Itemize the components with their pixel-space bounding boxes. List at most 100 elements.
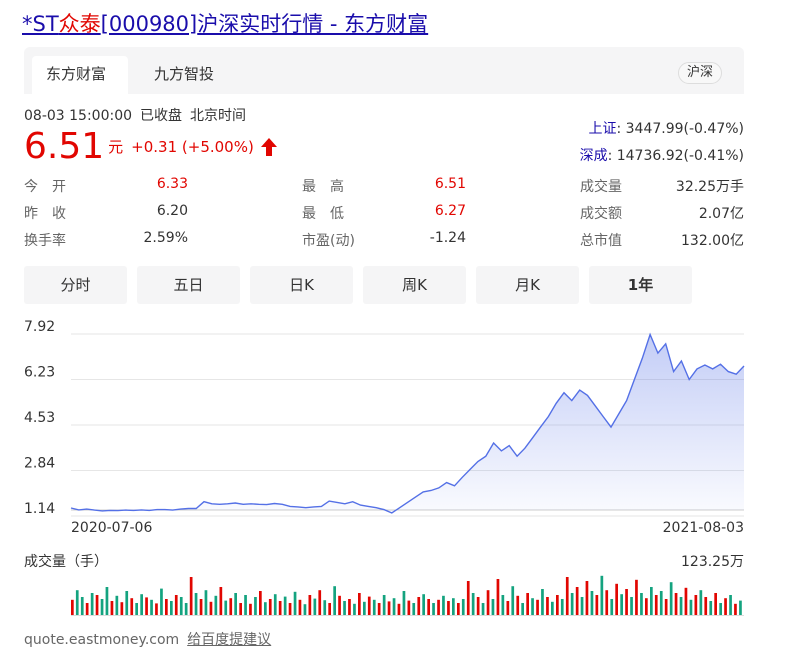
volume-bar [615, 583, 618, 615]
volume-bar [471, 593, 475, 615]
market-status: 已收盘 [140, 108, 183, 124]
volume-chart[interactable] [0, 568, 800, 618]
market-badge[interactable]: 沪深 [677, 62, 722, 84]
stat-amount: 成交额 2.07亿 [580, 203, 744, 223]
volume-bar [189, 577, 193, 615]
stat-value: 132.00亿 [681, 233, 744, 249]
stat-label: 成交额 [580, 206, 622, 222]
period-1year-button[interactable]: 1年 [589, 266, 692, 304]
volume-bar [461, 599, 465, 615]
volume-bar [160, 588, 163, 615]
volume-bar [585, 581, 589, 615]
x-axis-end-label: 2021-08-03 [663, 520, 744, 536]
volume-bar [625, 589, 628, 615]
y-tick-label: 7.92 [24, 319, 55, 335]
tab-eastmoney[interactable]: 东方财富 [32, 56, 128, 94]
period-intraday-button[interactable]: 分时 [24, 266, 127, 304]
volume-bar [531, 598, 534, 615]
stat-label: 成交量 [580, 179, 622, 195]
volume-bar [407, 600, 411, 615]
volume-bar [328, 603, 331, 615]
period-5day-button[interactable]: 五日 [137, 266, 240, 304]
volume-bar [659, 591, 663, 615]
volume-bar [506, 601, 510, 615]
price-change: +0.31 (+5.00%) [131, 137, 254, 156]
stat-label: 昨 收 [24, 206, 66, 222]
period-weekly-k-button[interactable]: 周K [363, 266, 466, 304]
volume-bar [204, 590, 208, 615]
volume-bar [620, 594, 623, 615]
volume-bar [244, 595, 247, 615]
volume-bar [679, 597, 683, 615]
price-unit: 元 [108, 138, 124, 156]
volume-bar [268, 599, 272, 615]
volume-bar [150, 599, 153, 615]
volume-bar [229, 598, 233, 615]
title-stock-code: [000980] [100, 12, 198, 36]
feedback-link[interactable]: 给百度提建议 [187, 632, 272, 648]
volume-bar [387, 601, 391, 615]
volume-bar [501, 595, 505, 615]
volume-bar [739, 600, 742, 615]
volume-bar [259, 591, 262, 615]
volume-bar [491, 599, 495, 615]
volume-bar [273, 594, 277, 615]
price-area-fill [71, 334, 744, 513]
volume-bar [358, 593, 361, 615]
volume-bar [214, 595, 218, 615]
volume-bar [605, 590, 609, 615]
volume-bar [239, 603, 242, 615]
volume-bar [372, 599, 376, 615]
volume-bar [496, 579, 500, 615]
y-tick-label: 2.84 [24, 456, 55, 472]
volume-bar [476, 597, 480, 615]
volume-bar [343, 601, 346, 615]
stat-turnover-rate: 换手率 2.59% [24, 230, 188, 250]
volume-bar [719, 603, 722, 615]
volume-bar [452, 598, 455, 615]
period-daily-k-button[interactable]: 日K [250, 266, 353, 304]
volume-bar [80, 597, 84, 615]
volume-bar [457, 603, 460, 615]
stat-label: 最 低 [302, 206, 344, 222]
volume-bar [640, 593, 643, 615]
volume-bar [511, 586, 515, 615]
period-monthly-k-button[interactable]: 月K [476, 266, 579, 304]
volume-bar [432, 603, 435, 615]
volume-bar [590, 591, 594, 615]
volume-bar [377, 603, 381, 615]
stat-value: 2.07亿 [698, 206, 744, 222]
volume-bar [125, 591, 129, 615]
index-name: 上证 [588, 121, 617, 137]
volume-bar [546, 597, 549, 615]
stat-low: 最 低 6.27 [302, 203, 466, 223]
volume-bar [610, 599, 614, 615]
index-shenzhen[interactable]: 深成: 14736.92(-0.41%) [580, 145, 744, 165]
volume-bar [734, 603, 737, 615]
up-arrow-icon [260, 137, 277, 156]
tab-jiufang[interactable]: 九方智投 [154, 65, 215, 83]
stat-label: 今 开 [24, 179, 66, 195]
volume-bar [481, 603, 485, 615]
volume-bar [541, 589, 544, 615]
volume-bar [170, 601, 173, 615]
volume-bar [298, 599, 302, 615]
volume-bar [219, 587, 223, 615]
index-shanghai[interactable]: 上证: 3447.99(-0.47%) [588, 118, 744, 138]
page-title-link[interactable]: *ST众泰[000980]沪深实时行情 - 东方财富 [22, 8, 428, 38]
stat-pe: 市盈(动) -1.24 [302, 230, 466, 250]
volume-bar [165, 599, 168, 615]
volume-bar [199, 599, 203, 615]
volume-bar [669, 582, 673, 615]
time-zone: 北京时间 [190, 108, 247, 124]
price-chart[interactable]: 7.92 6.23 4.53 2.84 1.14 2020-07-06 2021-08-… [0, 310, 800, 550]
volume-bar [684, 587, 688, 615]
volume-bar [308, 595, 312, 615]
volume-bar [580, 597, 584, 615]
volume-bar [293, 591, 297, 615]
volume-bar [234, 593, 237, 615]
stat-high: 最 高 6.51 [302, 176, 466, 196]
volume-bar [694, 595, 698, 615]
volume-bar [85, 603, 89, 615]
volume-bar [486, 590, 490, 615]
